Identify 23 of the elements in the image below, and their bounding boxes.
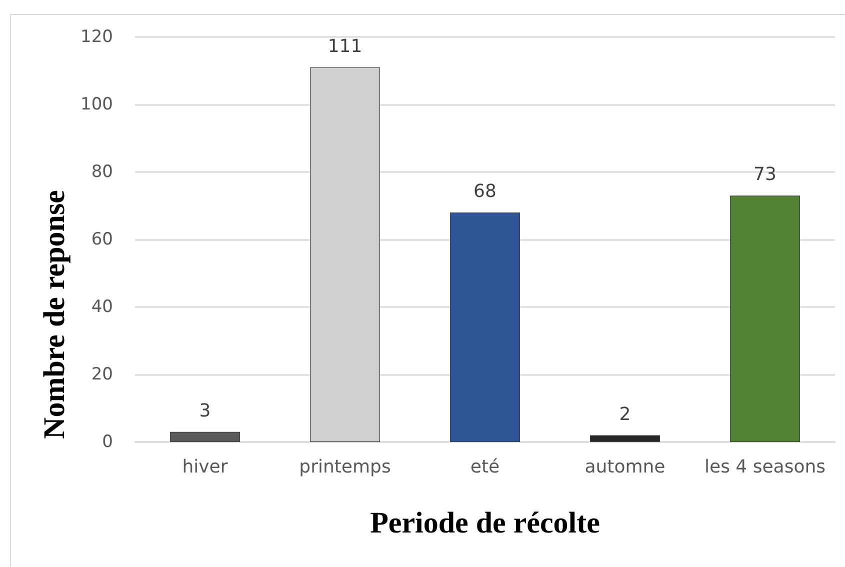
bar (170, 432, 240, 442)
data-label: 68 (474, 181, 496, 202)
data-label: 2 (619, 404, 631, 425)
y-tick-label: 120 (80, 27, 113, 47)
bar (450, 212, 520, 442)
y-axis-title: Nombre de reponse (38, 190, 72, 439)
x-tick-label: eté (470, 456, 500, 478)
y-tick-label: 20 (91, 364, 113, 384)
data-label: 111 (328, 36, 362, 57)
x-axis-title: Periode de récolte (370, 506, 600, 540)
y-tick-label: 40 (91, 297, 113, 317)
x-tick-label: automne (584, 456, 666, 478)
bar (730, 196, 800, 442)
data-label: 73 (754, 164, 776, 186)
x-tick-label: hiver (182, 456, 228, 478)
data-label: 3 (199, 400, 211, 422)
y-tick-label: 80 (91, 162, 113, 182)
x-tick-label: printemps (299, 456, 391, 478)
bar (590, 435, 660, 442)
y-tick-label: 60 (91, 230, 113, 250)
y-tick-label: 0 (102, 432, 113, 452)
x-tick-label: les 4 seasons (704, 456, 826, 478)
y-tick-label: 100 (80, 94, 113, 114)
